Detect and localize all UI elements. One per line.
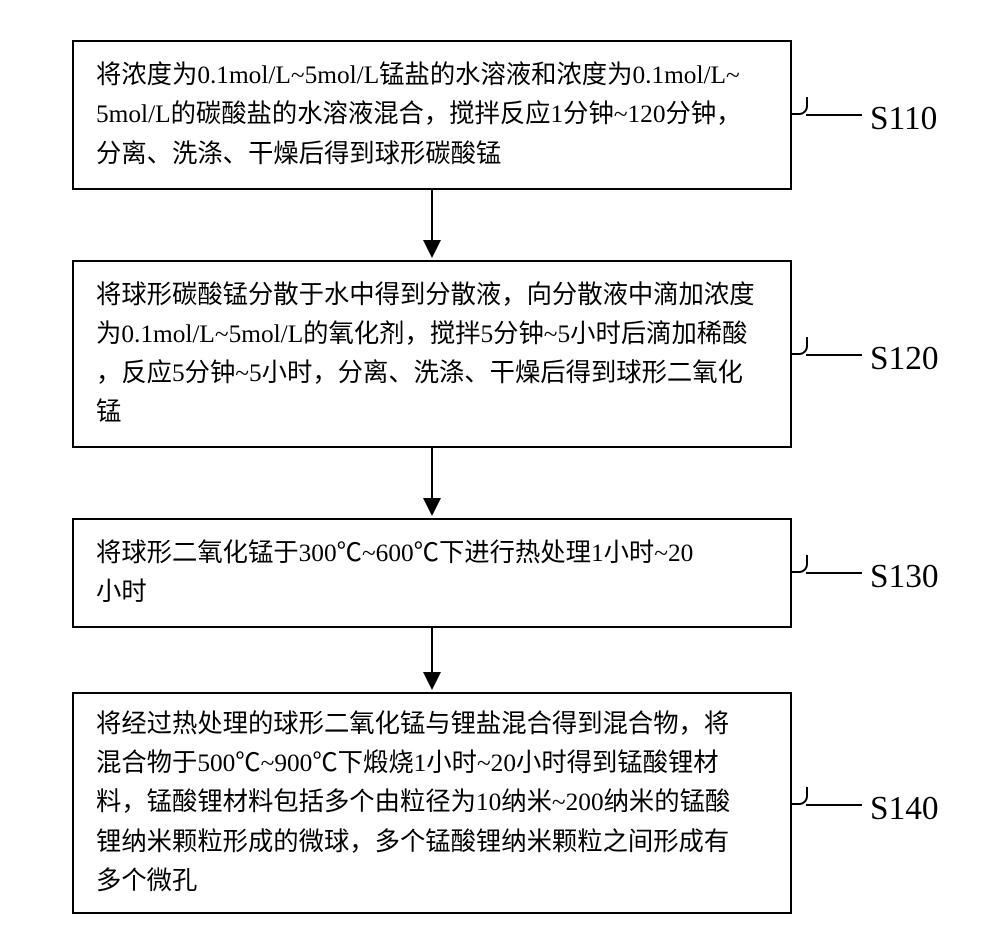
leader-line-s140 (806, 804, 862, 806)
flow-step-s110-text: 将浓度为0.1mol/L~5mol/L锰盐的水溶液和浓度为0.1mol/L~ 5… (96, 56, 742, 174)
flow-step-s130: 将球形二氧化锰于300℃~600℃下进行热处理1小时~20 小时 (72, 518, 792, 628)
flow-step-label-s120: S120 (870, 340, 939, 378)
arrow-line-s130-s140 (431, 628, 433, 672)
arrow-head-s110-s120 (423, 240, 441, 258)
leader-line-s130 (806, 572, 862, 574)
flow-step-label-s130: S130 (870, 558, 939, 596)
flow-step-s140: 将经过热处理的球形二氧化锰与锂盐混合得到混合物，将 混合物于500℃~900℃下… (72, 692, 792, 914)
flow-step-s120: 将球形碳酸锰分散于水中得到分散液，向分散液中滴加浓度 为0.1mol/L~5mo… (72, 260, 792, 448)
leader-curve-s130 (790, 555, 808, 573)
flow-step-label-s110: S110 (870, 100, 937, 138)
flow-step-s130-text: 将球形二氧化锰于300℃~600℃下进行热处理1小时~20 小时 (96, 534, 693, 613)
arrow-line-s120-s130 (431, 448, 433, 498)
leader-curve-s120 (790, 337, 808, 355)
leader-curve-s110 (790, 97, 808, 115)
arrow-head-s120-s130 (423, 498, 441, 516)
arrow-head-s130-s140 (423, 672, 441, 690)
leader-curve-s140 (790, 787, 808, 805)
flow-step-s120-text: 将球形碳酸锰分散于水中得到分散液，向分散液中滴加浓度 为0.1mol/L~5mo… (96, 276, 755, 433)
flow-step-s140-text: 将经过热处理的球形二氧化锰与锂盐混合得到混合物，将 混合物于500℃~900℃下… (96, 705, 730, 901)
flow-step-s110: 将浓度为0.1mol/L~5mol/L锰盐的水溶液和浓度为0.1mol/L~ 5… (72, 40, 792, 190)
leader-line-s110 (806, 114, 862, 116)
flow-step-label-s140: S140 (870, 790, 939, 828)
arrow-line-s110-s120 (431, 190, 433, 240)
leader-line-s120 (806, 354, 862, 356)
